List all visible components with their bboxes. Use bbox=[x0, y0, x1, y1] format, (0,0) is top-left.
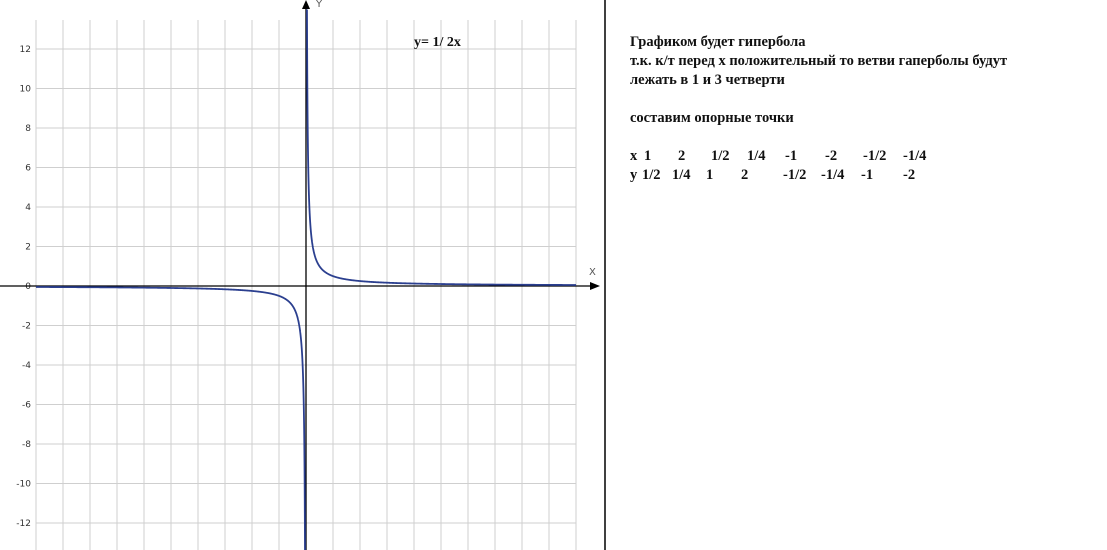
y-value: 1/2 bbox=[642, 167, 661, 183]
y-tick-label: 0 bbox=[25, 282, 31, 292]
y-tick-label: 6 bbox=[25, 164, 31, 174]
x-row-label: х bbox=[630, 148, 638, 164]
x-value: -1/2 bbox=[863, 148, 887, 164]
note-line: лежать в 1 и 3 четверти bbox=[630, 72, 785, 88]
x-value: -2 bbox=[825, 148, 838, 164]
y-tick-label: 10 bbox=[20, 85, 32, 95]
x-value: -1/4 bbox=[903, 148, 927, 164]
y-tick-label: 2 bbox=[25, 243, 31, 253]
y-tick-label: 8 bbox=[25, 124, 31, 134]
note-line: Графиком будет гипербола bbox=[630, 34, 806, 50]
y-axis-label: Y bbox=[315, 0, 323, 10]
y-tick-label: 12 bbox=[20, 45, 31, 55]
x-value: 1 bbox=[644, 148, 652, 164]
x-value: 1/4 bbox=[747, 148, 766, 164]
hyperbola-branch-q3 bbox=[35, 286, 306, 550]
y-tick-label: 4 bbox=[25, 203, 31, 213]
x-axis-label: X bbox=[589, 267, 596, 278]
y-tick-label: -6 bbox=[22, 401, 31, 411]
y-tick-label: -12 bbox=[16, 519, 31, 529]
y-value: -1/2 bbox=[783, 167, 807, 183]
y-tick-label: -8 bbox=[22, 440, 31, 450]
hyperbola-plot: 12 10 8 6 4 2 0 -2 -4 -6 -8 -10 -12 Y X y= 1/ 2x bbox=[0, 0, 606, 550]
y-tick-label: -2 bbox=[22, 322, 31, 332]
y-tick-label: -10 bbox=[16, 480, 31, 490]
x-value: 2 bbox=[678, 148, 686, 164]
y-value: -1/4 bbox=[821, 167, 845, 183]
y-axis-arrow-icon bbox=[302, 0, 310, 9]
y-row-label: у bbox=[630, 167, 638, 183]
y-tick-label: -4 bbox=[22, 361, 31, 371]
hyperbola-branch-q1 bbox=[306, 9, 577, 286]
formula-annotation: y= 1/ 2x bbox=[414, 35, 461, 50]
x-value: -1 bbox=[785, 148, 798, 164]
y-tick-labels: 12 10 8 6 4 2 0 -2 -4 -6 -8 -10 -12 bbox=[16, 45, 31, 529]
y-value: 1 bbox=[706, 167, 714, 183]
y-value: 2 bbox=[741, 167, 749, 183]
note-line bbox=[630, 90, 1007, 109]
explanation-text: Графиком будет гипербола т.к. к/т перед … bbox=[630, 33, 1007, 185]
y-value: -2 bbox=[903, 167, 916, 183]
x-values-row: х 1 2 1/2 1/4 -1 -2 -1/2 -1/4 bbox=[630, 147, 1007, 166]
y-value: -1 bbox=[861, 167, 874, 183]
x-value: 1/2 bbox=[711, 148, 730, 164]
x-axis-arrow-icon bbox=[590, 282, 600, 290]
note-line: составим опорные точки bbox=[630, 110, 794, 126]
note-line: т.к. к/т перед х положительный то ветви … bbox=[630, 53, 1008, 69]
y-values-row: у 1/2 1/4 1 2 -1/2 -1/4 -1 -2 bbox=[630, 166, 1007, 185]
y-value: 1/4 bbox=[672, 167, 691, 183]
note-line bbox=[630, 128, 1007, 147]
